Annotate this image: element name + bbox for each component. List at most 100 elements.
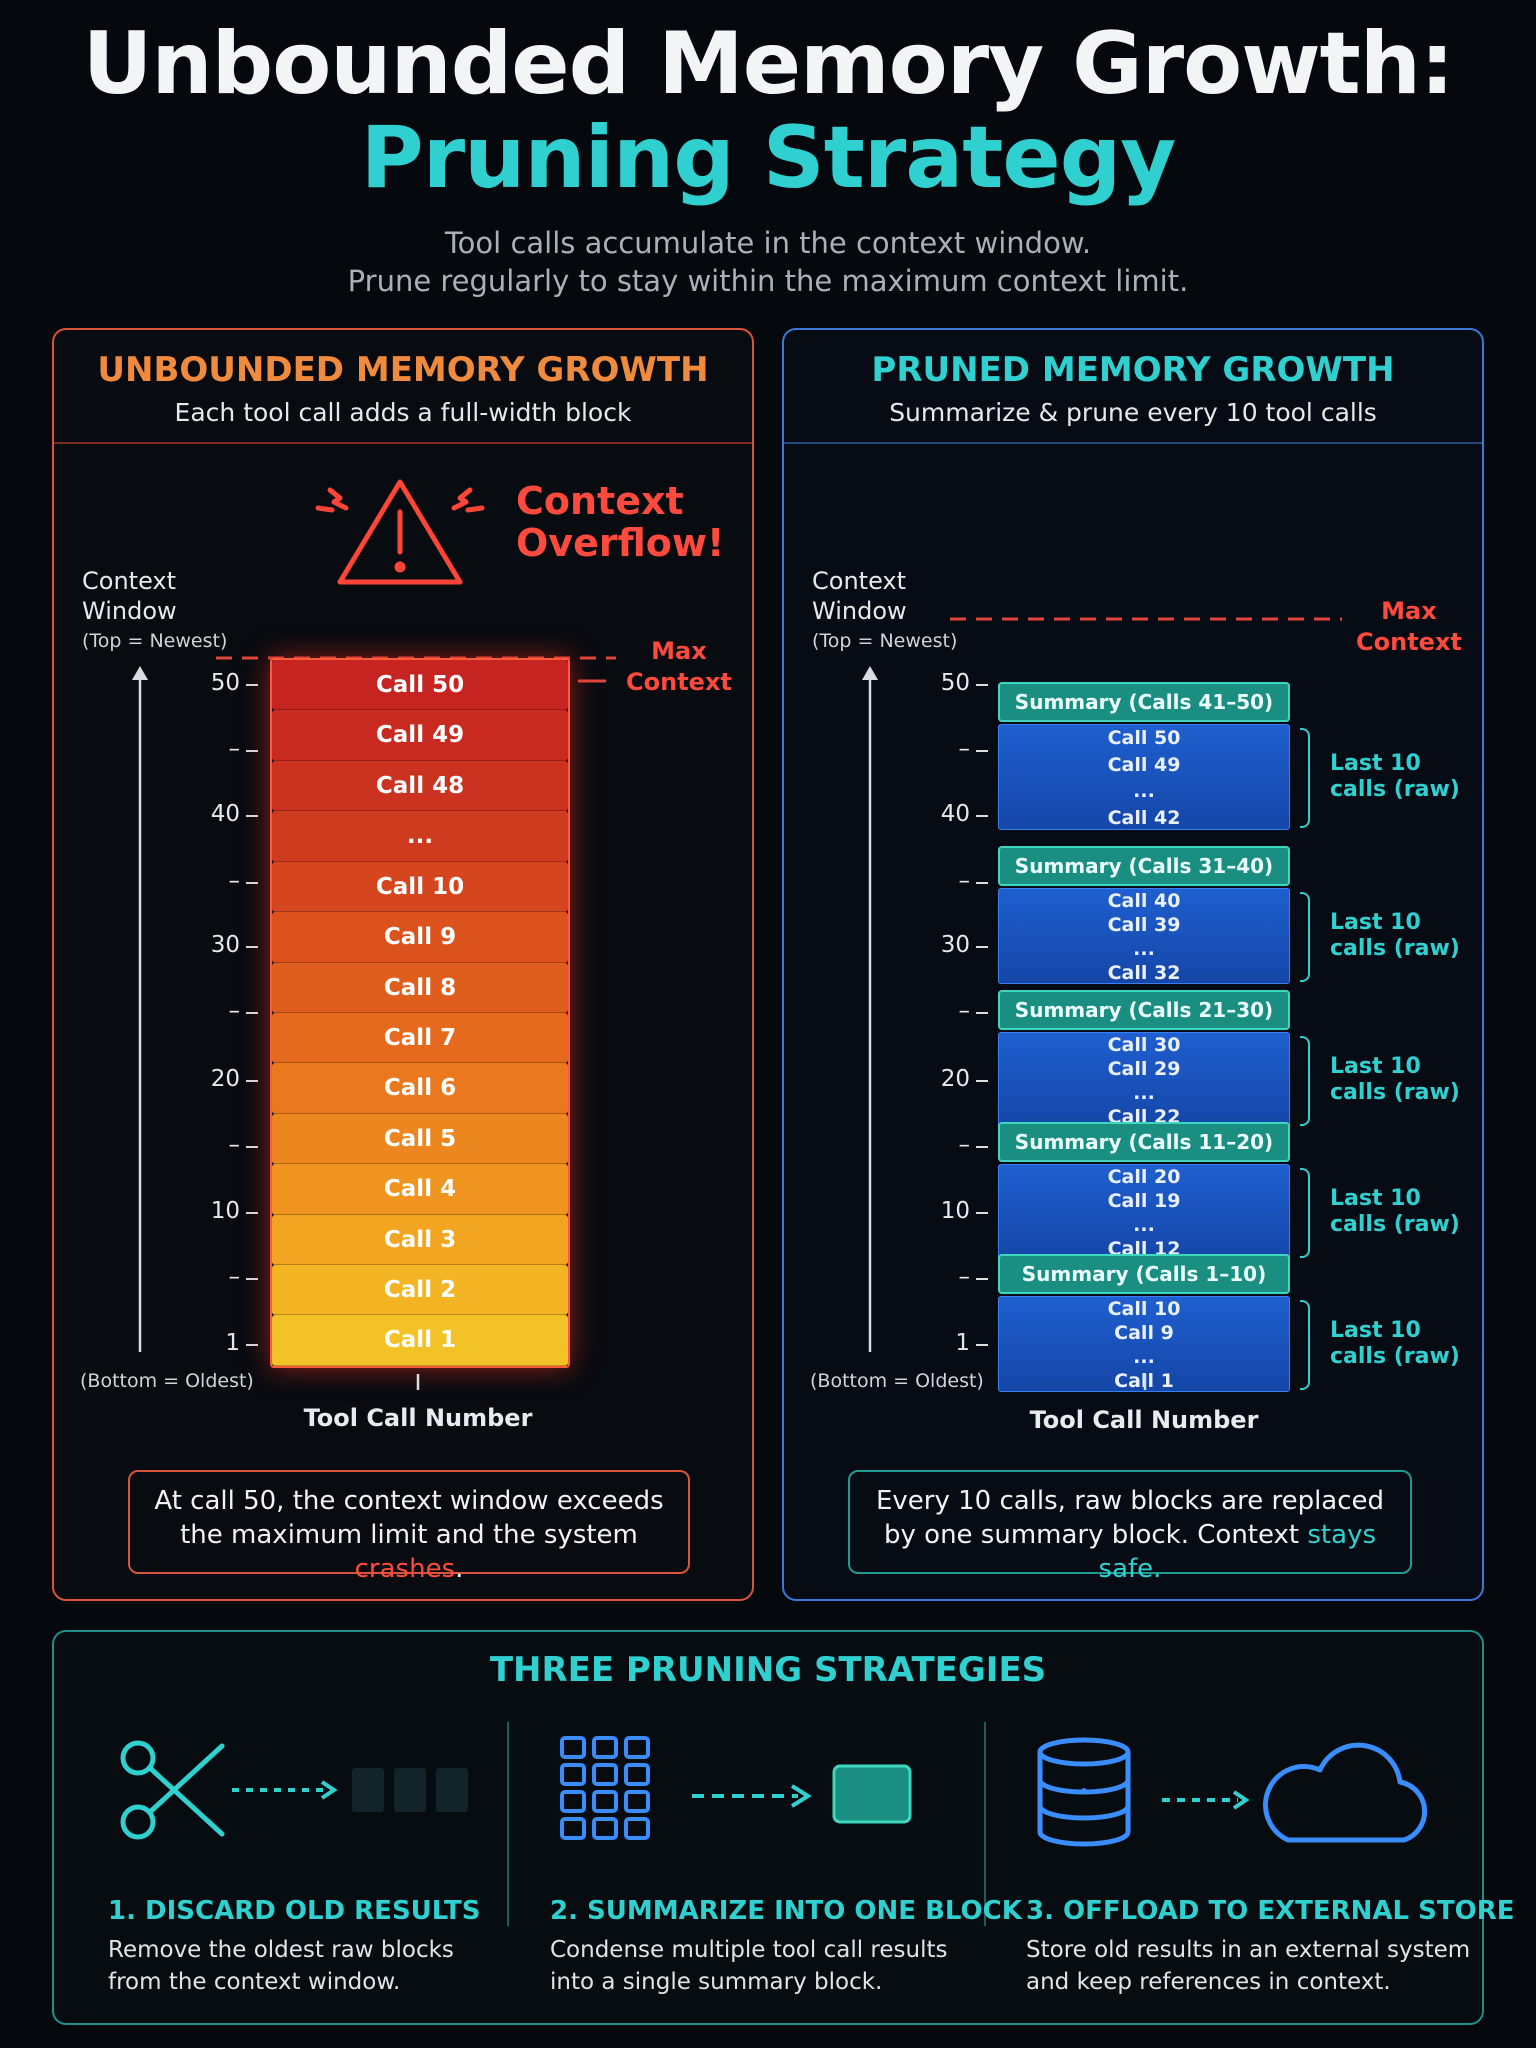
y-tick-label: 40 [940,801,970,827]
divider [507,1722,509,1926]
bracket-label-line-2: calls (raw) [1330,1344,1460,1369]
bracket-label-line-1: Last 10 [1330,751,1421,776]
y-tick-label: – [228,736,241,762]
divider [54,442,752,444]
strategy-description-line-2: and keep references in context. [1026,1969,1391,1995]
axis-top-note: (Top = Newest) [812,630,958,652]
max-context-dash [578,679,606,683]
raw-call-line: Call 19 [1107,1190,1181,1212]
raw-calls-block: Call 40 Call 39... Call 32 [998,888,1290,984]
database-icon [1037,1737,1428,1847]
overflow-label-line-1: Context [516,479,684,523]
max-context-label-line-2: Context [1356,628,1462,656]
bracket-label: Last 10 calls (raw) [1330,1186,1460,1238]
strategy-description-line-1: Remove the oldest raw blocks [108,1937,454,1963]
axis-label-line-1: Context [812,567,907,595]
summary-block: Summary (Calls 11–20) [998,1122,1290,1162]
pruned-subtitle: Summarize & prune every 10 tool calls [889,398,1377,427]
y-tick-mark [976,815,988,817]
bracket-label-line-1: Last 10 [1330,1054,1421,1079]
x-axis-label: Tool Call Number [303,1404,533,1432]
bracket-label-line-2: calls (raw) [1330,1080,1460,1105]
y-tick-label: – [228,1264,241,1290]
y-tick-label: 1 [955,1330,970,1356]
y-tick-mark [976,1278,988,1280]
strategy-description-line-1: Store old results in an external system [1026,1937,1471,1963]
y-tick-mark [246,1344,258,1346]
call-block: Call 1 [272,1315,568,1366]
raw-call-line: Call 10 [1107,1298,1181,1320]
call-block: Call 3 [272,1214,568,1266]
bracket-label-line-1: Last 10 [1330,1186,1421,1211]
x-tick [416,1374,420,1390]
bracket-label-line-2: calls (raw) [1330,777,1460,802]
raw-call-line: Call 40 [1107,890,1181,912]
y-tick-mark [976,1080,988,1082]
y-tick-mark [976,1344,988,1346]
raw-call-line: Call 39 [1107,914,1181,936]
y-tick-mark [976,750,988,752]
y-tick-label: – [958,868,971,894]
y-tick-mark [246,1080,258,1082]
call-block: Call 7 [272,1012,568,1064]
y-tick-label: – [958,736,971,762]
unbounded-title: UNBOUNDED MEMORY GROWTH [97,350,709,390]
scissors-icon [120,1740,468,1840]
axis-label: Context Window [812,566,907,626]
strategy-description-line-2: from the context window. [108,1969,401,1995]
title-line-2: Pruning Strategy [360,108,1177,208]
bracket [1300,892,1310,982]
raw-call-line: ... [1133,1082,1155,1104]
raw-calls-block: Call 30 Call 29... Call 22 [998,1032,1290,1128]
summary-block: Summary (Calls 1–10) [998,1254,1290,1294]
raw-call-line: Call 30 [1107,1034,1181,1056]
axis-bottom-note: (Bottom = Oldest) [810,1370,984,1392]
axis-label-line-1: Context [82,567,177,595]
divider [784,442,1482,444]
raw-call-line: Call 42 [1107,806,1181,829]
raw-call-line: ... [1133,1346,1155,1368]
safe-note-line-2: by one summary block. Context stays safe… [850,1518,1410,1586]
subtitle-line-1: Tool calls accumulate in the context win… [444,226,1092,260]
y-tick-label: 50 [940,670,970,696]
y-tick-label: 40 [210,801,240,827]
safe-note-line-1: Every 10 calls, raw blocks are replaced [875,1486,1385,1516]
y-tick-mark [246,1278,258,1280]
crash-note: At call 50, the context window exceeds t… [128,1470,690,1584]
call-block: Call 9 [272,912,568,963]
max-context-line [950,617,1342,621]
crash-note-end: . [455,1554,464,1584]
strategy-title: 2. SUMMARIZE INTO ONE BLOCK [550,1896,1022,1926]
bracket-label: Last 10 calls (raw) [1330,1054,1460,1106]
cloud-icon [1263,1742,1428,1843]
raw-call-line: Call 20 [1107,1166,1181,1188]
max-context-label: Max Context [1356,596,1462,658]
summary-block: Summary (Calls 21–30) [998,990,1290,1030]
y-tick-label: 30 [940,932,970,958]
bracket-label: Last 10 calls (raw) [1330,751,1460,803]
strategy-description: Condense multiple tool call results into … [550,1934,947,1998]
x-axis-label: Tool Call Number [1029,1406,1259,1434]
overflow-label: Context Overflow! [516,480,724,564]
raw-call-line: Call 32 [1107,962,1181,984]
warning-icon [315,479,485,585]
pruned-title: PRUNED MEMORY GROWTH [871,350,1395,390]
y-tick-mark [976,946,988,948]
y-tick-mark [246,1012,258,1014]
call-block: Call 50 [272,660,568,711]
safe-note-highlight: stays safe. [1098,1520,1376,1584]
bracket-label-line-2: calls (raw) [1330,1212,1460,1237]
y-tick-label: – [958,998,971,1024]
title-line-1: Unbounded Memory Growth: [82,14,1455,114]
axis-label-line-2: Window [82,597,177,625]
bracket-label-line-1: Last 10 [1330,1318,1421,1343]
y-tick-mark [246,1212,258,1214]
crash-note-highlight: crashes [354,1554,456,1584]
bracket-label: Last 10 calls (raw) [1330,1318,1460,1370]
strategy-description: Remove the oldest raw blocks from the con… [108,1934,454,1998]
y-tick-label: – [228,998,241,1024]
y-tick-label: 50 [210,670,240,696]
raw-call-line: ... [1133,780,1155,802]
x-tick [1143,1374,1147,1390]
y-tick-mark [246,1146,258,1148]
